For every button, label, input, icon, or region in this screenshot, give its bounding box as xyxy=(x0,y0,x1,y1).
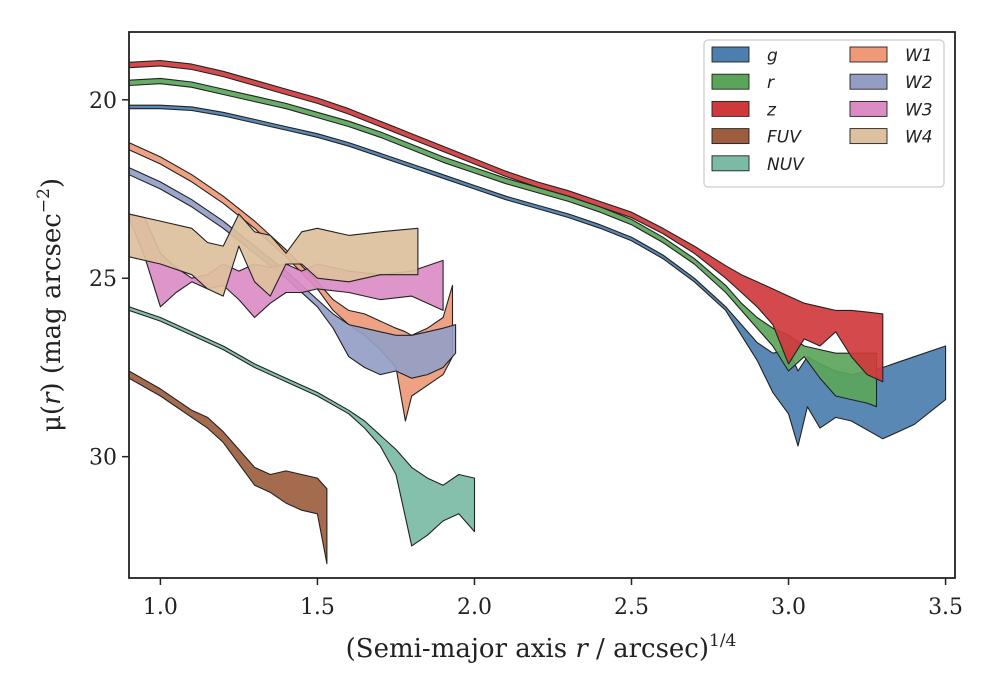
y-tick-label: 25 xyxy=(89,267,117,292)
legend-swatch-nuv xyxy=(711,155,750,172)
legend-label-z: z xyxy=(766,100,777,120)
y-axis-title-rest: ) (mag arcsec xyxy=(37,213,67,392)
x-tick-label: 1.5 xyxy=(300,595,335,620)
series-band-z xyxy=(129,59,884,383)
y-axis-title-end: ) xyxy=(37,178,67,188)
series-band-r xyxy=(129,77,878,408)
legend-swatch-r xyxy=(711,73,750,90)
x-axis: 1.0 1.5 2.0 2.5 3.0 3.5 xyxy=(143,578,963,620)
x-axis-title-rest: / arcsec) xyxy=(588,634,709,664)
x-tick-label: 2.5 xyxy=(614,595,649,620)
legend-label-r: r xyxy=(767,73,775,93)
legend-swatch-z xyxy=(711,100,750,117)
legend-label-g: g xyxy=(767,46,778,66)
series-band-fuv xyxy=(129,370,328,565)
legend-label-fuv: FUV xyxy=(767,128,802,148)
y-tick-label: 30 xyxy=(89,446,117,471)
legend: grz FUV NUV W1 W2 W3 W4 xyxy=(703,39,945,188)
legend-swatch-w4 xyxy=(849,128,888,145)
y-axis-title-sup: −2 xyxy=(34,188,54,213)
x-axis-title: (Semi-major axis r / arcsec)1/4 xyxy=(346,631,737,664)
x-tick-label: 3.5 xyxy=(928,595,963,620)
y-axis-title-mu: μ( xyxy=(37,405,67,432)
y-tick-label: 20 xyxy=(89,89,117,114)
x-tick-label: 1.0 xyxy=(143,595,178,620)
legend-swatch-w3 xyxy=(849,100,888,117)
legend-swatch-w2 xyxy=(849,73,888,90)
legend-label-w3: W3 xyxy=(905,100,933,120)
x-tick-label: 2.0 xyxy=(457,595,492,620)
series-band-w4 xyxy=(129,213,419,297)
y-axis-title-var: r xyxy=(37,391,67,405)
legend-swatch-g xyxy=(711,46,750,63)
plot-frame xyxy=(128,31,956,579)
x-axis-title-sup: 1/4 xyxy=(709,631,736,651)
series-layer xyxy=(129,59,947,565)
y-axis-title: μ(r) (mag arcsec−2) xyxy=(34,178,67,432)
legend-swatch-w1 xyxy=(849,46,888,63)
series-band-g xyxy=(129,104,947,447)
legend-label-w1: W1 xyxy=(905,46,933,66)
legend-label-nuv: NUV xyxy=(767,155,805,175)
legend-label-w2: W2 xyxy=(905,73,933,93)
plot-area xyxy=(129,59,947,565)
x-axis-title-main: (Semi-major axis xyxy=(346,634,576,664)
x-axis-title-var: r xyxy=(575,634,589,664)
legend-swatch-fuv xyxy=(711,128,750,145)
legend-label-w4: W4 xyxy=(905,128,933,148)
series-band-nuv xyxy=(129,306,476,547)
x-tick-label: 3.0 xyxy=(771,595,806,620)
y-axis: 20 25 30 xyxy=(89,89,129,471)
